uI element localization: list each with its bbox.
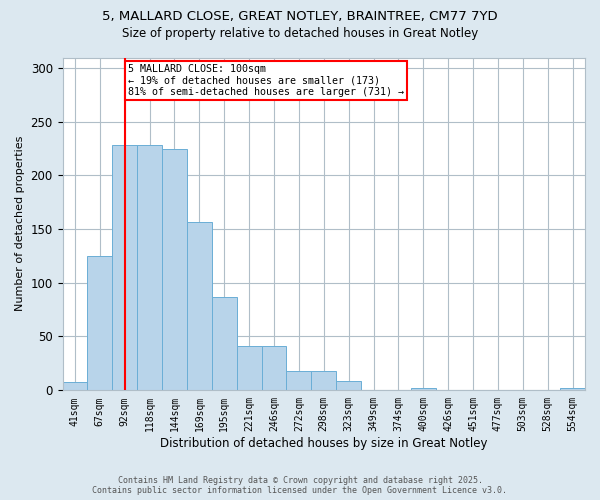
Text: Size of property relative to detached houses in Great Notley: Size of property relative to detached ho… bbox=[122, 28, 478, 40]
Text: Contains HM Land Registry data © Crown copyright and database right 2025.
Contai: Contains HM Land Registry data © Crown c… bbox=[92, 476, 508, 495]
Bar bbox=[236, 346, 262, 390]
Bar bbox=[411, 388, 436, 390]
X-axis label: Distribution of detached houses by size in Great Notley: Distribution of detached houses by size … bbox=[160, 437, 488, 450]
Bar bbox=[162, 148, 187, 390]
Bar bbox=[311, 370, 336, 390]
Bar bbox=[187, 222, 212, 390]
Bar bbox=[88, 256, 112, 390]
Y-axis label: Number of detached properties: Number of detached properties bbox=[15, 136, 25, 312]
Bar bbox=[262, 346, 286, 390]
Text: 5, MALLARD CLOSE, GREAT NOTLEY, BRAINTREE, CM77 7YD: 5, MALLARD CLOSE, GREAT NOTLEY, BRAINTRE… bbox=[102, 10, 498, 23]
Text: 5 MALLARD CLOSE: 100sqm
← 19% of detached houses are smaller (173)
81% of semi-d: 5 MALLARD CLOSE: 100sqm ← 19% of detache… bbox=[128, 64, 404, 97]
Bar bbox=[286, 370, 311, 390]
Bar bbox=[112, 146, 137, 390]
Bar bbox=[62, 382, 88, 390]
Bar bbox=[137, 146, 162, 390]
Bar bbox=[560, 388, 585, 390]
Bar bbox=[336, 382, 361, 390]
Bar bbox=[212, 296, 236, 390]
